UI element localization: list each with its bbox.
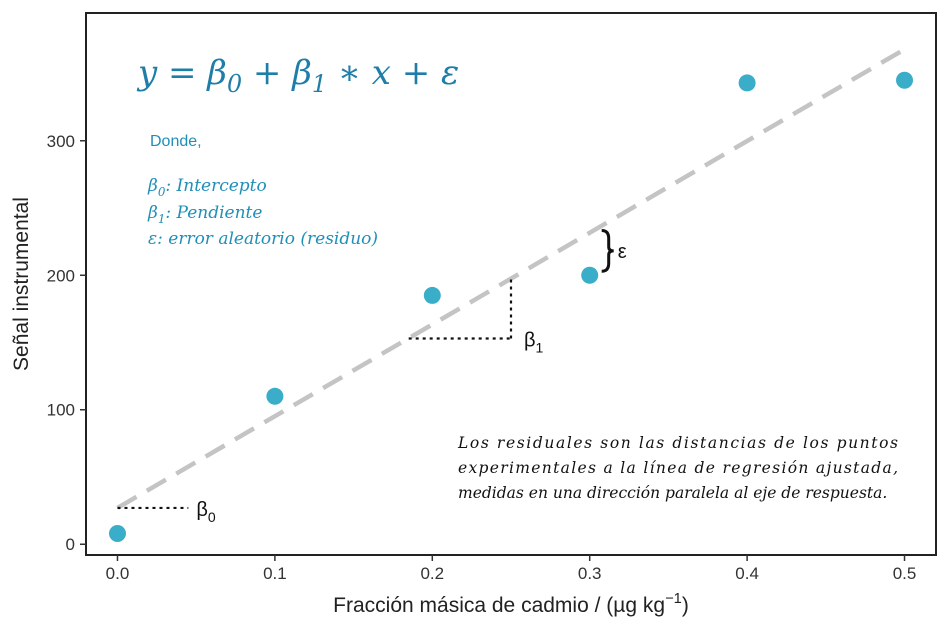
residuals-note: Los residuales son las distancias de los… <box>457 434 898 502</box>
markers-layer: β0 β1 ε <box>116 47 906 525</box>
x-tick-label-0: 0.0 <box>106 564 130 583</box>
y-tick-label-3: 300 <box>47 132 75 151</box>
legend-item-pendiente: β1: Pendiente <box>147 203 262 226</box>
y-tick-label-1: 100 <box>47 401 75 420</box>
legend-intro: Donde, <box>150 133 202 150</box>
x-tick-label-3: 0.3 <box>578 564 602 583</box>
y-tick-label-2: 200 <box>47 266 75 285</box>
y-tick-label-0: 0 <box>66 535 75 554</box>
slope-label: β1 <box>524 329 544 355</box>
legend-item-error: ε: error aleatorio (residuo) <box>148 229 378 249</box>
data-point-4 <box>738 74 756 92</box>
data-point-5 <box>896 71 914 89</box>
legend-item-intercepto: β0: Intercepto <box>147 176 267 199</box>
data-point-3 <box>581 266 599 284</box>
note-line-1: Los residuales son las distancias de los… <box>457 434 898 452</box>
legend-definitions: β0: Intercepto β1: Pendiente ε: error al… <box>147 176 378 249</box>
x-tick-label-1: 0.1 <box>263 564 287 583</box>
y-axis-title: Señal instrumental <box>10 197 33 371</box>
note-line-2: experimentales a la línea de regresión a… <box>458 459 898 477</box>
intercept-label: β0 <box>196 499 216 525</box>
data-point-0 <box>108 524 126 542</box>
plot-panel <box>85 12 937 556</box>
regression-line <box>116 47 906 510</box>
x-tick-label-4: 0.4 <box>735 564 759 583</box>
x-tick-label-5: 0.5 <box>893 564 917 583</box>
ticks-layer: 0.0 0.1 0.2 0.3 0.4 0.5 0 100 200 300 <box>47 132 917 583</box>
data-point-2 <box>423 286 441 304</box>
x-tick-label-2: 0.2 <box>420 564 444 583</box>
data-point-1 <box>266 387 284 405</box>
points-layer <box>108 71 914 542</box>
note-line-3: medidas en una dirección paralela al eje… <box>458 484 887 502</box>
x-axis-title: Fracción másica de cadmio / (µg kg−1) <box>333 591 689 617</box>
equation: y = β0 + β1 ∗ x + ε <box>136 53 459 98</box>
residual-label: ε <box>618 241 627 263</box>
